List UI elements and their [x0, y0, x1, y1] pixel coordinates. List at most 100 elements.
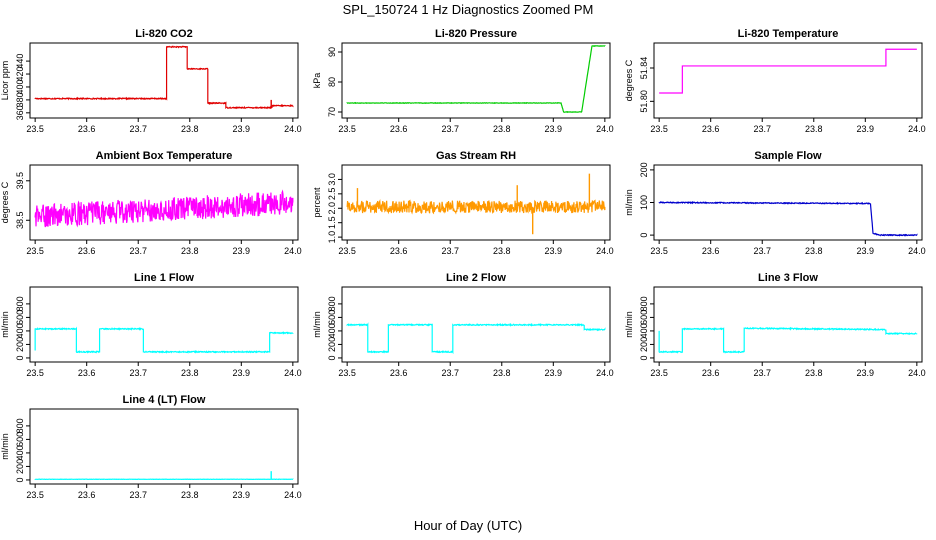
x-tick-label: 23.5 [26, 124, 44, 134]
panel-title: Gas Stream RH [436, 150, 516, 162]
x-tick-label: 23.7 [129, 124, 147, 134]
x-tick-label: 23.7 [129, 490, 147, 500]
panel-title: Line 2 Flow [446, 272, 506, 284]
series-line [346, 45, 606, 114]
y-axis-label: ml/min [312, 311, 322, 338]
x-tick-label: 24.0 [596, 368, 614, 378]
x-tick-label: 23.5 [650, 124, 668, 134]
y-axis-label: Licor ppm [0, 61, 10, 101]
x-tick-label: 23.7 [441, 368, 459, 378]
x-tick-label: 23.8 [181, 246, 199, 256]
x-tick-label: 23.6 [78, 246, 96, 256]
x-tick-label: 23.8 [805, 368, 823, 378]
panel-8: Line 2 Flow ml/min 23.5 23.6 23.7 23.8 23.9 24.… [312, 272, 614, 378]
y-tick-label: 51.84 [639, 57, 649, 80]
y-tick-label: 380 [15, 92, 25, 107]
y-tick-label: 200 [327, 337, 337, 352]
x-tick-label: 23.7 [753, 246, 771, 256]
plot-frame [341, 286, 611, 363]
y-tick-label: 800 [15, 418, 25, 433]
x-tick-label: 23.8 [493, 246, 511, 256]
panel-title: Sample Flow [754, 150, 822, 162]
x-tick-label: 23.6 [390, 246, 408, 256]
y-tick-label: 80 [327, 77, 337, 87]
y-tick-label: 1.5 [327, 216, 337, 229]
x-tick-label: 23.6 [390, 368, 408, 378]
panel-title: Ambient Box Temperature [96, 150, 233, 162]
x-tick-label: 24.0 [284, 368, 302, 378]
y-tick-label: 360 [15, 105, 25, 120]
series-line [346, 322, 606, 355]
x-tick-label: 23.9 [545, 246, 563, 256]
y-tick-label: 200 [639, 337, 649, 352]
y-tick-label: 420 [15, 67, 25, 82]
x-tick-label: 24.0 [908, 124, 926, 134]
y-tick-label: 0 [15, 477, 25, 482]
plot-frame [653, 286, 923, 363]
y-tick-label: 800 [15, 296, 25, 311]
y-axis-label: ml/min [0, 311, 10, 338]
plot-frame [29, 408, 299, 485]
x-tick-label: 23.6 [702, 246, 720, 256]
x-tick-label: 23.7 [441, 124, 459, 134]
panel-title: Line 1 Flow [134, 272, 194, 284]
x-tick-label: 23.5 [338, 246, 356, 256]
y-tick-label: 38.5 [15, 211, 25, 229]
y-tick-label: 400 [15, 323, 25, 338]
plot-frame [653, 42, 923, 119]
x-tick-label: 23.7 [129, 368, 147, 378]
y-tick-label: 200 [15, 459, 25, 474]
plot-frame [29, 42, 299, 119]
y-tick-label: 2.0 [327, 202, 337, 215]
x-tick-label: 23.7 [753, 124, 771, 134]
x-tick-label: 23.9 [545, 368, 563, 378]
x-tick-label: 23.6 [78, 124, 96, 134]
x-tick-label: 23.8 [181, 124, 199, 134]
y-tick-label: 400 [639, 323, 649, 338]
x-tick-label: 23.9 [857, 124, 875, 134]
y-tick-label: 800 [327, 296, 337, 311]
x-tick-label: 23.8 [805, 124, 823, 134]
x-tick-label: 24.0 [284, 246, 302, 256]
x-tick-label: 24.0 [596, 124, 614, 134]
x-tick-label: 23.9 [233, 246, 251, 256]
x-tick-label: 23.8 [805, 246, 823, 256]
y-tick-label: 200 [15, 337, 25, 352]
panel-title: Line 4 (LT) Flow [123, 394, 206, 406]
panel-2: Li-820 Pressure kPa 23.5 23.6 23.7 23.8 23.9 24… [312, 28, 614, 134]
y-tick-label: 400 [15, 79, 25, 94]
y-tick-label: 600 [15, 310, 25, 325]
y-tick-label: 440 [15, 54, 25, 69]
series-line [34, 45, 294, 110]
panel-3: Li-820 Temperature degrees C 23.5 23.6 23.7 2… [624, 28, 926, 134]
y-tick-label: 70 [327, 107, 337, 117]
x-tick-label: 23.6 [78, 368, 96, 378]
y-axis-label: degrees C [0, 181, 10, 223]
panel-9: Line 3 Flow ml/min 23.5 23.6 23.7 23.8 23.9 24.… [624, 272, 926, 378]
panel-1: Li-820 CO2 Licor ppm 23.5 23.6 23.7 23.8 23.9 2… [0, 28, 302, 134]
x-tick-label: 23.5 [26, 368, 44, 378]
series-line [34, 326, 294, 354]
x-tick-label: 23.8 [181, 368, 199, 378]
y-tick-label: 51.80 [639, 90, 649, 113]
x-tick-label: 23.8 [493, 368, 511, 378]
x-tick-label: 24.0 [284, 124, 302, 134]
x-tick-label: 23.9 [545, 124, 563, 134]
x-tick-label: 23.5 [338, 124, 356, 134]
series-line [658, 326, 918, 354]
panel-6: Sample Flow ml/min 23.5 23.6 23.7 23.8 23.9 24.… [624, 150, 926, 256]
panel-title: Li-820 CO2 [135, 28, 192, 40]
y-tick-label: 400 [327, 323, 337, 338]
plot-frame [341, 42, 611, 119]
y-tick-label: 200 [639, 162, 649, 177]
plot-frame [29, 164, 299, 241]
x-tick-label: 23.5 [650, 368, 668, 378]
y-axis-label: ml/min [624, 189, 634, 216]
y-tick-label: 0 [639, 355, 649, 360]
y-tick-label: 3.0 [327, 173, 337, 186]
y-tick-label: 0 [327, 355, 337, 360]
series-line [659, 48, 917, 94]
y-axis-label: ml/min [624, 311, 634, 338]
y-tick-label: 100 [639, 195, 649, 210]
series-line [34, 189, 294, 228]
